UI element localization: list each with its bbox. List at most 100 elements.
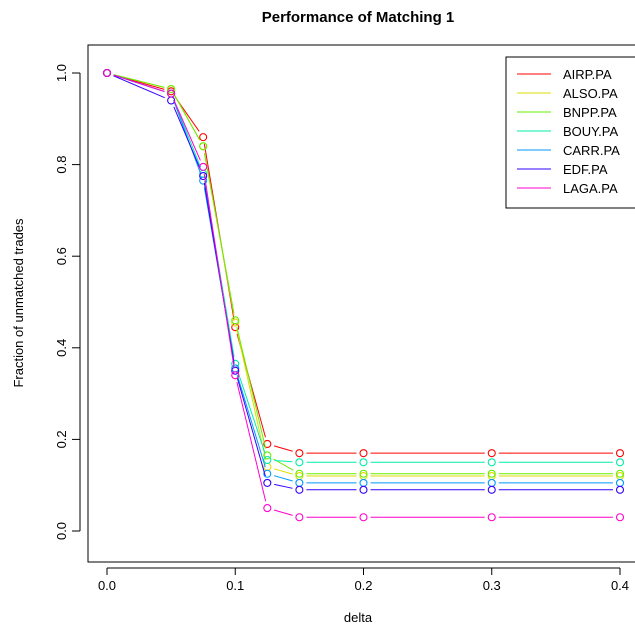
data-point [167, 84, 176, 94]
series-segment [113, 75, 165, 99]
data-point [231, 316, 240, 325]
data-point [167, 89, 176, 98]
series-segment [273, 468, 293, 475]
x-tick-label: 0.0 [98, 578, 116, 593]
data-point [199, 162, 208, 171]
legend-box [505, 56, 635, 209]
data-point [295, 513, 304, 522]
legend-label: EDF.PA [563, 162, 608, 177]
y-axis-label: Fraction of unmatched trades [11, 218, 26, 388]
data-point [295, 458, 304, 467]
legend-label: LAGA.PA [563, 181, 618, 196]
x-tick-label: 0.1 [226, 578, 244, 593]
data-point [231, 371, 240, 380]
data-point [487, 458, 496, 467]
legend-label: CARR.PA [563, 143, 620, 158]
series-segment [273, 509, 293, 516]
series-segment [236, 370, 266, 454]
x-tick-label: 0.2 [354, 578, 372, 593]
y-axis: 0.0 0.2 0.4 0.6 0.8 1.0 [54, 64, 81, 540]
legend-label: ALSO.PA [563, 86, 618, 101]
series-segment [274, 460, 293, 463]
series-segment [274, 483, 293, 489]
legend-label: BOUY.PA [563, 124, 618, 139]
y-tick-label: 0.4 [54, 339, 69, 357]
legend-label: AIRP.PA [563, 67, 612, 82]
y-tick-label: 0.2 [54, 430, 69, 448]
data-point [199, 176, 208, 185]
data-point [615, 449, 625, 458]
data-point [295, 478, 304, 487]
data-point [263, 478, 272, 487]
legend-entry: BNPP.PA [517, 105, 617, 120]
data-point [487, 478, 496, 487]
data-point [231, 318, 240, 327]
x-tick-label: 0.4 [611, 578, 629, 593]
data-point [295, 485, 304, 494]
data-point [359, 469, 368, 478]
y-tick-label: 0.8 [54, 156, 69, 174]
legend-entry: CARR.PA [517, 143, 620, 158]
y-tick-label: 0.0 [54, 522, 69, 540]
chart-title: Performance of Matching 1 [262, 9, 455, 26]
series-segment [236, 327, 267, 449]
legend: AIRP.PA ALSO.PA BNPP.PA BOUY.PA CARR.PA EDF.P… [505, 56, 635, 209]
data-point [487, 469, 496, 478]
data-point [359, 485, 368, 494]
series-segment [203, 153, 235, 314]
data-point [199, 133, 208, 142]
series-segment [113, 74, 165, 90]
data-point [615, 458, 625, 467]
plot-frame [87, 44, 635, 563]
series-bnpp-pa [102, 68, 625, 478]
series-laga-pa [102, 68, 625, 522]
data-point [487, 449, 496, 458]
series-segment [173, 99, 202, 168]
series-segment [113, 74, 165, 92]
data-point [359, 458, 368, 467]
legend-label: BNPP.PA [563, 105, 617, 120]
data-point [199, 172, 208, 181]
data-point [615, 513, 625, 522]
series-segment [113, 74, 165, 88]
data-point [615, 469, 625, 478]
data-point [263, 504, 272, 513]
series-segment [236, 381, 267, 502]
data-point [359, 449, 368, 458]
x-tick-label: 0.3 [483, 578, 501, 593]
data-point [359, 513, 368, 522]
data-point [487, 485, 496, 494]
legend-entry: ALSO.PA [517, 86, 618, 101]
data-point [167, 87, 176, 96]
series-segment [174, 94, 201, 141]
series-layer [102, 68, 625, 522]
data-point [359, 478, 368, 487]
series-segment [203, 173, 235, 369]
y-tick-label: 1.0 [54, 64, 69, 82]
legend-entry: LAGA.PA [517, 181, 618, 196]
data-point [263, 451, 272, 460]
legend-entry: AIRP.PA [517, 67, 612, 82]
series-segment [236, 329, 267, 461]
legend-entry: EDF.PA [517, 162, 608, 177]
series-segment [236, 374, 266, 468]
series-segment [173, 106, 201, 170]
x-axis-label: delta [344, 610, 373, 625]
data-point [295, 449, 304, 458]
series-segment [236, 377, 266, 477]
data-point [231, 366, 240, 375]
data-point [615, 478, 625, 487]
series-segment [173, 99, 201, 161]
series-segment [273, 475, 293, 482]
data-point [615, 485, 625, 494]
data-point [199, 142, 208, 151]
x-axis: 0.0 0.1 0.2 0.3 0.4 [98, 567, 629, 593]
data-point [487, 513, 496, 522]
data-point [295, 469, 304, 478]
data-point [263, 455, 272, 465]
data-point [263, 439, 272, 449]
series-segment [273, 445, 293, 452]
legend-entry: BOUY.PA [517, 124, 618, 139]
data-point [263, 469, 272, 478]
